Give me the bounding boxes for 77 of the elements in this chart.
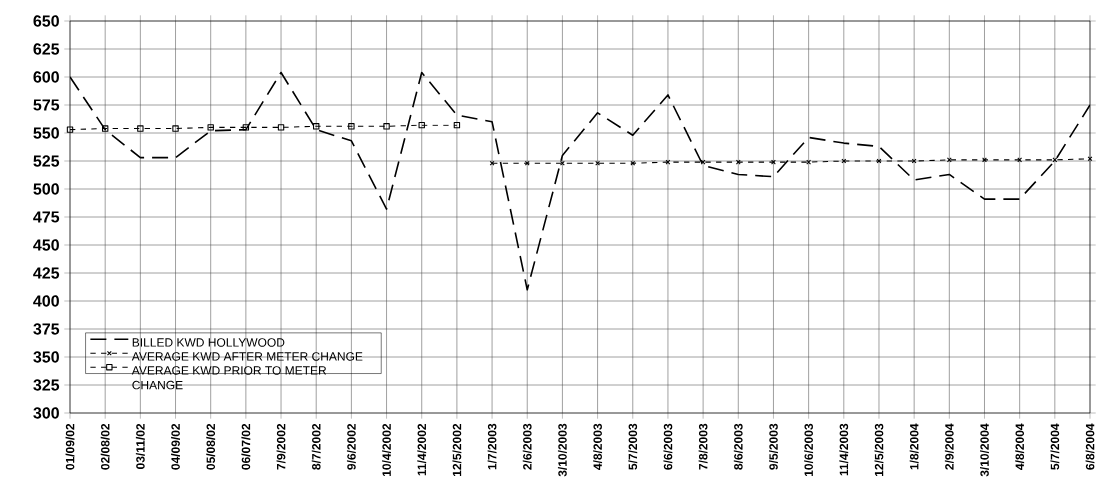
x-tick-label: 05/08/02 — [206, 423, 216, 470]
point — [172, 125, 179, 132]
point — [348, 123, 355, 130]
y-tick-label: 475 — [33, 211, 60, 223]
x-tick-label: 2/6/2003 — [522, 423, 532, 470]
y-tick-label: 375 — [33, 323, 60, 335]
x-tick-label: 12/5/2003 — [874, 423, 884, 477]
point — [242, 124, 250, 131]
x-tick-label: 6/6/2003 — [663, 423, 673, 470]
point — [982, 157, 987, 163]
point — [771, 159, 776, 165]
point — [383, 123, 390, 130]
y-tick-label: 525 — [33, 155, 60, 167]
x-tick-label: 5/7/2003 — [628, 423, 638, 470]
point — [841, 158, 847, 164]
y-tick-label: 500 — [33, 183, 59, 195]
point — [595, 160, 601, 166]
point — [277, 124, 285, 131]
point — [137, 125, 144, 132]
x-tick-label: 1/8/2004 — [909, 423, 919, 470]
x-tick-label: 06/07/02 — [241, 423, 251, 470]
x-tick-label: 8/7/2002 — [311, 423, 321, 470]
point — [101, 125, 109, 132]
y-tick-label: 450 — [33, 239, 59, 251]
point — [630, 160, 636, 166]
y-tick-label: 325 — [33, 379, 60, 391]
y-tick-label: 575 — [33, 99, 60, 111]
legend-label: AVERAGE KWD PRIOR TO METER CHANGE — [131, 366, 327, 390]
x-tick-label: 10/4/2002 — [382, 423, 392, 477]
legend-label: BILLED KWD HOLLYWOOD — [132, 338, 285, 347]
point — [524, 160, 530, 166]
point — [1052, 157, 1058, 163]
x-tick-label: 3/10/2004 — [980, 423, 989, 477]
point — [946, 157, 952, 163]
x-tick-label: 2/9/2004 — [944, 423, 954, 470]
x-tick-label: 9/6/2002 — [346, 423, 356, 470]
x-tick-label: 11/4/2003 — [839, 423, 849, 476]
x-tick-label: 4/8/2003 — [593, 423, 603, 470]
point — [700, 159, 706, 165]
point — [1087, 156, 1093, 162]
x-tick-label: 01/09/02 — [65, 423, 75, 470]
y-tick-label: 625 — [33, 43, 60, 55]
y-tick-label: 300 — [33, 407, 59, 419]
point — [313, 123, 320, 130]
legend-label: AVERAGE KWD AFTER METER CHANGE — [131, 352, 363, 361]
x-tick-label: 11/4/2002 — [417, 423, 427, 476]
point — [735, 159, 741, 165]
y-tick-label: 550 — [33, 127, 59, 139]
point — [489, 160, 495, 166]
x-tick-label: 3/10/2003 — [557, 423, 567, 477]
x-tick-label: 12/5/2002 — [452, 423, 462, 477]
x-tick-label: 02/08/02 — [100, 423, 110, 470]
x-tick-label: 8/6/2003 — [733, 423, 743, 470]
x-tick-label: 10/6/2003 — [804, 423, 814, 477]
x-tick-label: 4/8/2004 — [1015, 423, 1025, 470]
point — [418, 121, 425, 129]
point — [453, 121, 461, 129]
x-tick-label: 1/7/2003 — [487, 423, 497, 470]
point — [559, 160, 565, 166]
y-tick-label: 425 — [33, 267, 60, 279]
point — [66, 126, 74, 133]
x-tick-label: 7/8/2003 — [698, 423, 708, 470]
x-tick-label: 6/8/2004 — [1085, 423, 1095, 470]
point — [665, 159, 671, 165]
y-tick-label: 650 — [33, 15, 59, 27]
point — [1017, 157, 1023, 163]
point — [911, 158, 917, 164]
x-tick-label: 04/09/02 — [171, 423, 180, 470]
x-tick-label: 5/7/2004 — [1050, 423, 1060, 470]
x-tick-label: 9/5/2003 — [768, 423, 778, 470]
x-tick-label: 7/9/2002 — [276, 423, 286, 470]
point — [806, 159, 812, 165]
y-tick-label: 600 — [33, 71, 59, 83]
y-tick-label: 350 — [33, 351, 59, 363]
x-tick-label: 03/11/02 — [135, 423, 145, 469]
point — [207, 124, 214, 131]
y-tick-label: 400 — [33, 295, 59, 307]
